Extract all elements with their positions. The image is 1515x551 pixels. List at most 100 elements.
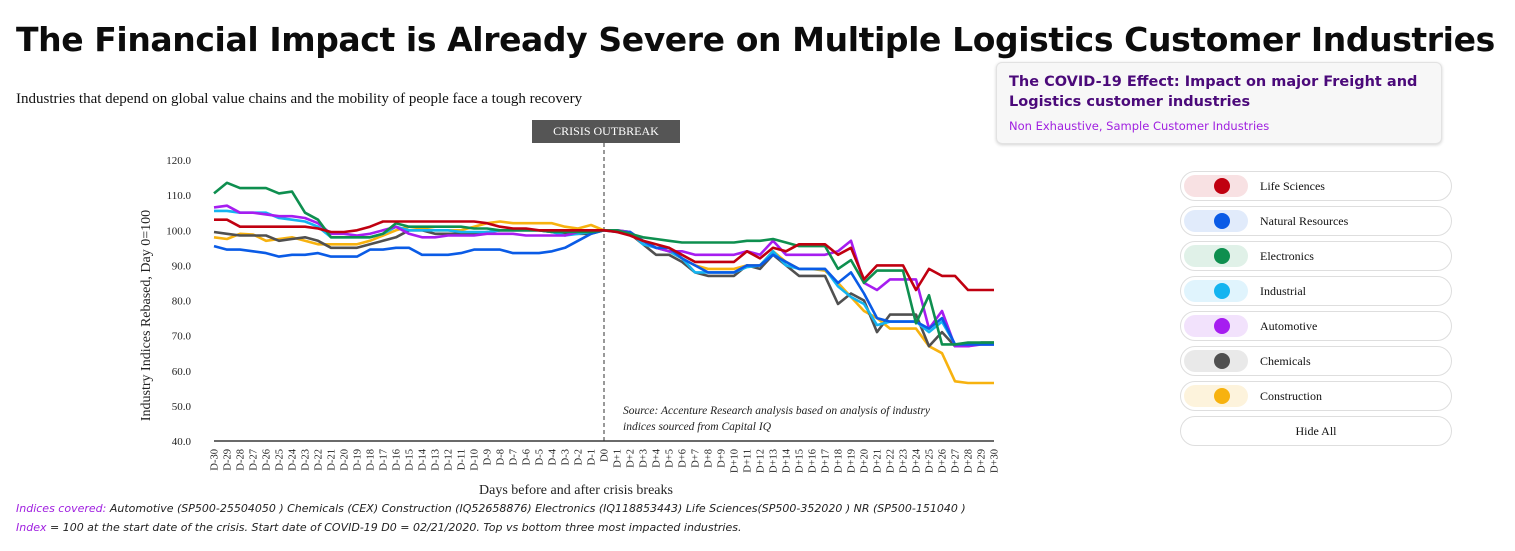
- legend-dot-icon: [1214, 213, 1230, 229]
- legend: Life Sciences Natural Resources Electron…: [1180, 171, 1452, 446]
- x-tick-label: D+8: [704, 449, 715, 468]
- y-tick-label: 120.0: [166, 155, 191, 167]
- y-tick-label: 80.0: [172, 296, 192, 308]
- x-tick-label: D+10: [730, 449, 741, 473]
- x-tick-label: D+1: [613, 449, 624, 468]
- x-tick-label: D-7: [509, 449, 520, 465]
- y-tick-label: 40.0: [172, 436, 192, 448]
- legend-item-life-sciences[interactable]: Life Sciences: [1180, 171, 1452, 201]
- x-tick-label: D-25: [275, 449, 286, 471]
- x-tick-label: D+19: [847, 449, 858, 473]
- x-tick-label: D+12: [756, 449, 767, 473]
- x-tick-label: D+2: [626, 449, 637, 468]
- source-note-line: indices sourced from Capital IQ: [623, 421, 772, 433]
- legend-dot-icon: [1214, 283, 1230, 299]
- index-footnote: Index = 100 at the start date of the cri…: [16, 521, 741, 534]
- legend-item-chemicals[interactable]: Chemicals: [1180, 346, 1452, 376]
- legend-item-industrial[interactable]: Industrial: [1180, 276, 1452, 306]
- source-note-line: Source: Accenture Research analysis base…: [623, 405, 931, 417]
- x-tick-label: D-16: [392, 449, 403, 471]
- x-tick-label: D+18: [834, 449, 845, 473]
- legend-dot-icon: [1214, 388, 1230, 404]
- series-line-construction: [213, 220, 994, 385]
- y-tick-label: 70.0: [172, 331, 192, 343]
- legend-item-automotive[interactable]: Automotive: [1180, 311, 1452, 341]
- x-tick-label: D-10: [470, 449, 481, 471]
- x-tick-label: D+26: [938, 449, 949, 473]
- page-subtitle: Industries that depend on global value c…: [16, 91, 583, 107]
- info-card-subtitle: Non Exhaustive, Sample Customer Industri…: [1009, 119, 1270, 133]
- x-tick-label: D+27: [951, 449, 962, 473]
- crisis-outbreak-label: CRISIS OUTBREAK: [532, 120, 680, 143]
- y-tick-label: 90.0: [172, 260, 192, 272]
- x-tick-label: D-22: [314, 449, 325, 471]
- legend-item-construction[interactable]: Construction: [1180, 381, 1452, 411]
- x-tick-label: D+5: [665, 449, 676, 468]
- x-tick-label: D+29: [977, 449, 988, 473]
- indices-text: Automotive (SP500-25504050 ) Chemicals (…: [106, 502, 966, 515]
- x-tick-label: D-14: [418, 448, 429, 470]
- indices-key: Indices covered:: [16, 502, 107, 515]
- x-tick-label: D+7: [691, 449, 702, 468]
- x-axis-title: Days before and after crisis breaks: [479, 483, 673, 498]
- x-tick-label: D-12: [444, 449, 455, 471]
- legend-label: Construction: [1260, 389, 1322, 403]
- y-tick-label: 60.0: [172, 366, 192, 378]
- x-tick-label: D-21: [327, 449, 338, 471]
- y-axis-title: Industry Indices Rebased, Day 0=100: [139, 210, 154, 421]
- x-tick-label: D+23: [899, 449, 910, 473]
- x-tick-label: D-17: [379, 449, 390, 471]
- legend-label: Life Sciences: [1260, 179, 1325, 193]
- page-title: The Financial Impact is Already Severe o…: [16, 20, 1495, 59]
- legend-item-natural-resources[interactable]: Natural Resources: [1180, 206, 1452, 236]
- x-tick-label: D-5: [535, 449, 546, 465]
- index-key: Index: [16, 521, 47, 534]
- x-tick-label: D-6: [522, 449, 533, 465]
- x-tick-label: D0: [600, 449, 611, 462]
- x-tick-label: D-18: [366, 449, 377, 471]
- x-tick-label: D-11: [457, 449, 468, 470]
- legend-label: Electronics: [1260, 249, 1314, 263]
- hide-all-button[interactable]: Hide All: [1180, 416, 1452, 446]
- x-tick-label: D+24: [912, 448, 923, 473]
- series-line-life-sciences: [214, 218, 994, 292]
- x-tick-label: D+20: [860, 449, 871, 473]
- y-tick-label: 110.0: [167, 190, 192, 202]
- y-tick-label: 50.0: [172, 401, 192, 413]
- x-tick-label: D-3: [561, 449, 572, 465]
- info-card: The COVID-19 Effect: Impact on major Fre…: [996, 62, 1442, 144]
- x-tick-label: D+9: [717, 449, 728, 468]
- x-tick-label: D-20: [340, 449, 351, 471]
- legend-label: Natural Resources: [1260, 214, 1349, 228]
- x-tick-label: D+21: [873, 449, 884, 473]
- x-tick-label: D-1: [587, 449, 598, 465]
- x-tick-label: D+15: [795, 449, 806, 473]
- x-tick-label: D-2: [574, 449, 585, 465]
- x-tick-label: D+28: [964, 449, 975, 473]
- x-tick-label: D+4: [652, 448, 663, 468]
- x-tick-label: D+22: [886, 449, 897, 473]
- x-tick-label: D+3: [639, 449, 650, 468]
- x-tick-label: D+6: [678, 449, 689, 468]
- x-tick-label: D+13: [769, 449, 780, 473]
- legend-dot-icon: [1214, 318, 1230, 334]
- x-tick-label: D-30: [210, 449, 221, 471]
- y-tick-label: 100.0: [166, 225, 191, 237]
- legend-dot-icon: [1214, 353, 1230, 369]
- legend-label: Automotive: [1260, 319, 1318, 333]
- indices-footnote: Indices covered: Automotive (SP500-25504…: [16, 502, 966, 515]
- legend-item-electronics[interactable]: Electronics: [1180, 241, 1452, 271]
- legend-label: Industrial: [1260, 284, 1306, 298]
- x-tick-label: D-4: [548, 448, 559, 465]
- x-tick-label: D-15: [405, 449, 416, 471]
- x-tick-label: D+14: [782, 448, 793, 473]
- x-tick-label: D-8: [496, 449, 507, 465]
- x-tick-label: D-19: [353, 449, 364, 471]
- x-tick-label: D+30: [990, 449, 1001, 473]
- x-tick-label: D-27: [249, 449, 260, 471]
- x-tick-label: D-23: [301, 449, 312, 471]
- legend-dot-icon: [1214, 248, 1230, 264]
- legend-dot-icon: [1214, 178, 1230, 194]
- x-tick-label: D-24: [288, 448, 299, 470]
